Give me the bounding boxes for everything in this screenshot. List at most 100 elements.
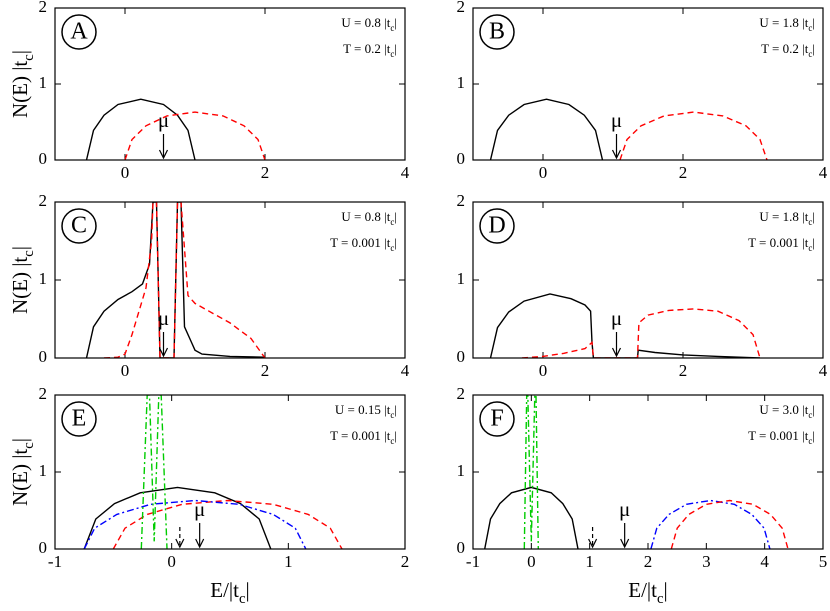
mu-arrow-head xyxy=(158,347,169,358)
mu-label: μ xyxy=(158,306,169,330)
plot-area xyxy=(85,202,266,358)
y-axis-label-end: | xyxy=(8,438,32,442)
panel-label: E xyxy=(72,406,87,432)
annotation: U = 0.15 |tc| xyxy=(335,402,397,420)
annotation-main: T = 0.001 |t xyxy=(748,235,809,250)
curve xyxy=(83,486,272,549)
annotation-sub: c xyxy=(390,436,394,446)
y-axis-label: N(E) |tc| xyxy=(8,50,38,118)
y-tick-label: 1 xyxy=(457,269,466,288)
panel-label: A xyxy=(70,19,88,45)
annotation-end: | xyxy=(394,209,397,224)
y-tick-label: 0 xyxy=(457,538,466,557)
x-tick-label: 4 xyxy=(819,163,828,182)
y-tick-label: 2 xyxy=(39,191,48,210)
y-tick-label: 0 xyxy=(39,347,48,366)
y-axis-label-sub: c xyxy=(21,442,37,449)
x-axis-label-main: E/|t xyxy=(628,578,657,602)
plot-area xyxy=(484,395,789,549)
annotation-end: | xyxy=(394,402,397,417)
annotation-main: U = 0.15 |t xyxy=(335,402,391,417)
annotation: T = 0.001 |tc| xyxy=(330,235,397,253)
annotation-main: U = 1.8 |t xyxy=(759,209,808,224)
annotation-main: T = 0.2 |t xyxy=(343,41,391,56)
annotation-end: | xyxy=(394,41,397,56)
annotation: U = 0.8 |tc| xyxy=(341,15,397,33)
annotation-end: | xyxy=(812,209,815,224)
annotation-end: | xyxy=(812,15,815,30)
x-tick-label: -1 xyxy=(466,552,480,571)
y-axis-label: N(E) |tc| xyxy=(8,438,38,506)
curve xyxy=(670,499,789,549)
panel-badge xyxy=(61,208,97,244)
annotation-sub: c xyxy=(390,410,394,420)
curve xyxy=(83,499,307,549)
y-tick-label: 1 xyxy=(39,461,48,480)
curve xyxy=(650,499,771,549)
x-tick-label: 0 xyxy=(539,361,548,380)
y-tick-label: 1 xyxy=(39,269,48,288)
annotation-end: | xyxy=(812,41,815,56)
mu-label: μ xyxy=(194,497,205,521)
x-tick-label: 3 xyxy=(702,552,711,571)
x-axis-label-sub: c xyxy=(657,591,664,607)
annotation-sub: c xyxy=(390,217,394,227)
curve xyxy=(85,98,196,160)
curve xyxy=(112,499,343,549)
y-tick-label: 1 xyxy=(39,73,48,92)
annotation: U = 3.0 |tc| xyxy=(759,402,815,420)
mu-arrow-head xyxy=(588,538,598,549)
annotation-main: U = 0.8 |t xyxy=(341,209,390,224)
annotation-sub: c xyxy=(808,23,812,33)
panel-badge xyxy=(479,401,515,437)
axes-frame xyxy=(472,394,824,550)
panel-badge xyxy=(61,14,97,50)
panel-label: F xyxy=(490,406,503,432)
y-tick-label: 2 xyxy=(39,384,48,403)
x-tick-label: 2 xyxy=(679,361,688,380)
y-tick-label: 0 xyxy=(39,538,48,557)
x-tick-label: 5 xyxy=(819,552,828,571)
x-tick-label: 0 xyxy=(121,163,130,182)
axes-frame xyxy=(472,201,824,359)
y-tick-label: 2 xyxy=(457,0,466,16)
curve xyxy=(489,98,604,160)
y-axis-label-main: N(E) |t xyxy=(8,449,32,506)
annotation-sub: c xyxy=(808,49,812,59)
x-axis-label-sub: c xyxy=(239,591,246,607)
annotation-sub: c xyxy=(390,243,394,253)
y-tick-label: 2 xyxy=(457,384,466,403)
x-tick-label: 2 xyxy=(261,361,270,380)
mu-arrow-head xyxy=(611,149,622,160)
axes-frame xyxy=(472,7,824,161)
annotation-sub: c xyxy=(390,23,394,33)
annotation-main: U = 3.0 |t xyxy=(759,402,808,417)
mu-arrow-head xyxy=(175,538,185,549)
plot-area xyxy=(85,98,266,160)
axes-frame xyxy=(54,7,406,161)
y-axis-label-end: | xyxy=(8,246,32,250)
annotation: U = 1.8 |tc| xyxy=(759,15,815,33)
y-axis-label-main: N(E) |t xyxy=(8,257,32,314)
x-tick-label: 2 xyxy=(401,552,410,571)
y-axis-label: N(E) |tc| xyxy=(8,246,38,314)
panel-label: D xyxy=(488,213,505,239)
annotation: T = 0.2 |tc| xyxy=(343,41,397,59)
y-tick-label: 2 xyxy=(39,0,48,16)
plot-area xyxy=(83,395,343,549)
y-tick-label: 0 xyxy=(457,347,466,366)
mu-label: μ xyxy=(611,306,622,330)
annotation-main: T = 0.001 |t xyxy=(748,428,809,443)
annotation-main: U = 0.8 |t xyxy=(341,15,390,30)
axes-frame xyxy=(54,201,406,359)
panel-label: B xyxy=(489,19,505,45)
y-axis-label-main: N(E) |t xyxy=(8,61,32,118)
curve xyxy=(484,486,579,549)
annotation-main: T = 0.001 |t xyxy=(330,235,391,250)
curve xyxy=(85,202,266,358)
annotation-sub: c xyxy=(808,436,812,446)
annotation-end: | xyxy=(812,428,815,443)
x-tick-label: 2 xyxy=(679,163,688,182)
